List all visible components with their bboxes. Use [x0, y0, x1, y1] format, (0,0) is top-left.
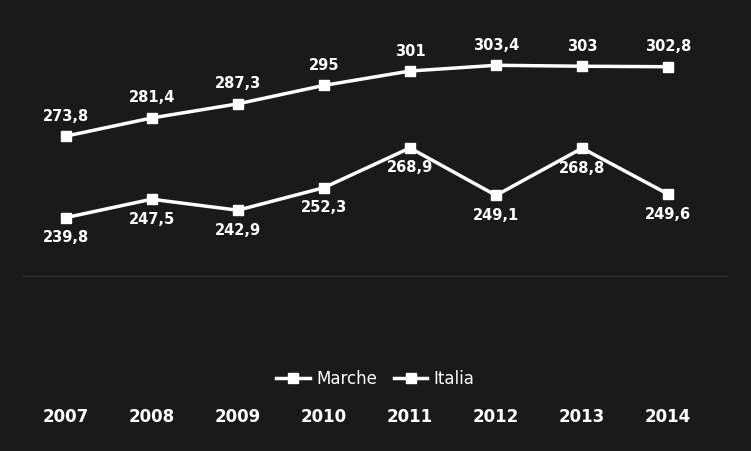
Text: 239,8: 239,8 [43, 230, 89, 245]
Line: Marche: Marche [61, 143, 673, 222]
Marche [319, 185, 328, 190]
Text: 249,6: 249,6 [645, 207, 691, 222]
Marche [578, 146, 587, 151]
Marche [491, 193, 500, 198]
Text: 301: 301 [394, 44, 425, 59]
Italia [664, 64, 673, 69]
Italia [491, 63, 500, 68]
Legend: Marche, Italia: Marche, Italia [270, 363, 481, 395]
Italia [147, 115, 156, 121]
Marche [147, 197, 156, 202]
Text: 242,9: 242,9 [215, 223, 261, 238]
Marche [61, 215, 70, 221]
Text: 281,4: 281,4 [128, 91, 175, 106]
Italia [61, 133, 70, 139]
Text: 249,1: 249,1 [473, 208, 519, 223]
Text: 287,3: 287,3 [215, 76, 261, 92]
Text: 303: 303 [567, 39, 597, 54]
Italia [406, 68, 415, 74]
Marche [664, 192, 673, 197]
Italia [234, 101, 243, 106]
Text: 268,8: 268,8 [559, 161, 605, 176]
Text: 252,3: 252,3 [300, 200, 347, 215]
Marche [406, 145, 415, 151]
Text: 302,8: 302,8 [645, 39, 692, 54]
Marche [234, 207, 243, 213]
Text: 268,9: 268,9 [387, 161, 433, 175]
Text: 273,8: 273,8 [43, 109, 89, 124]
Text: 295: 295 [309, 58, 339, 73]
Text: 247,5: 247,5 [128, 212, 175, 227]
Italia [578, 64, 587, 69]
Italia [319, 83, 328, 88]
Line: Italia: Italia [61, 60, 673, 141]
Text: 303,4: 303,4 [473, 38, 519, 53]
